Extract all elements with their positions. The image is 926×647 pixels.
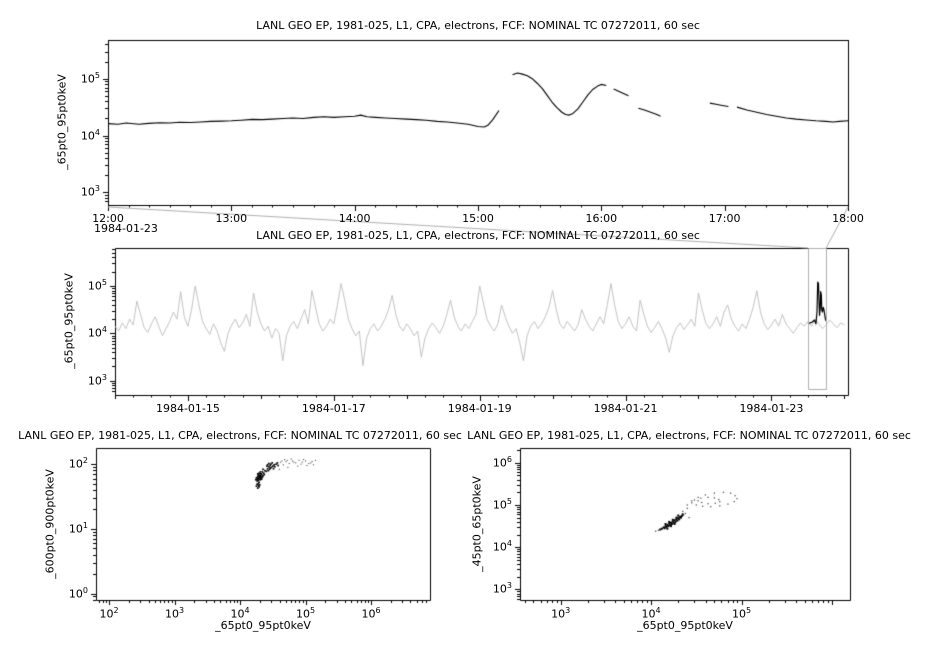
panel1-title: LANL GEO EP, 1981-025, L1, CPA, electron… bbox=[256, 19, 700, 32]
x-tick-label: 16:00 bbox=[585, 212, 618, 225]
y-tick-label: 104 bbox=[80, 127, 100, 143]
y-tick-label: 105 bbox=[80, 70, 100, 86]
y-tick-label: 104 bbox=[87, 325, 107, 340]
y-tick-label: 100 bbox=[68, 585, 88, 601]
panel3-xlabel: _65pt0_95pt0keV bbox=[215, 619, 311, 632]
y-tick-label: 103 bbox=[87, 372, 107, 388]
y-tick-label: 103 bbox=[492, 581, 512, 597]
panel2-title: LANL GEO EP, 1981-025, L1, CPA, electron… bbox=[256, 229, 700, 242]
x-tick-label: 1984-01-15 bbox=[155, 402, 220, 415]
x-tick-label: 12:00 bbox=[92, 212, 124, 225]
x-tick-label: 103 bbox=[551, 606, 571, 621]
x-tick-label: 1984-01-19 bbox=[447, 402, 512, 415]
x-tick-label: 106 bbox=[361, 606, 381, 621]
x-tick-label: 1984-01-17 bbox=[301, 402, 366, 415]
x-tick-label: 105 bbox=[731, 606, 752, 621]
panel3-title: LANL GEO EP, 1981-025, L1, CPA, electron… bbox=[18, 429, 462, 442]
panel4-ylabel: _45pt0_65pt0keV bbox=[470, 476, 484, 572]
panel1-context-date: 1984-01-23 bbox=[94, 222, 158, 235]
y-tick-label: 103 bbox=[80, 184, 100, 200]
x-tick-label: 105 bbox=[296, 606, 316, 621]
x-tick-label: 13:00 bbox=[215, 212, 248, 225]
x-tick-label: 15:00 bbox=[462, 212, 494, 225]
x-tick-label: 104 bbox=[230, 606, 250, 621]
y-tick-label: 104 bbox=[492, 539, 512, 554]
y-tick-label: 105 bbox=[87, 277, 107, 293]
x-tick-label: 1984-01-21 bbox=[593, 402, 658, 415]
y-tick-label: 106 bbox=[492, 454, 512, 470]
y-tick-label: 101 bbox=[68, 520, 88, 536]
panel4-xlabel: _65pt0_95pt0keV bbox=[637, 619, 733, 632]
y-tick-label: 105 bbox=[492, 497, 512, 512]
x-tick-label: 103 bbox=[165, 606, 185, 621]
panel1-ylabel: _65pt0_95pt0keV bbox=[55, 74, 69, 170]
y-tick-label: 102 bbox=[68, 456, 88, 471]
x-tick-label: 104 bbox=[641, 606, 661, 621]
panel4-title: LANL GEO EP, 1981-025, L1, CPA, electron… bbox=[467, 429, 911, 442]
x-tick-label: 17:00 bbox=[708, 212, 741, 225]
x-tick-label: 14:00 bbox=[338, 212, 371, 225]
x-tick-label: 102 bbox=[99, 606, 119, 621]
x-tick-label: 18:00 bbox=[832, 212, 864, 225]
x-tick-label: 1984-01-23 bbox=[739, 402, 804, 415]
